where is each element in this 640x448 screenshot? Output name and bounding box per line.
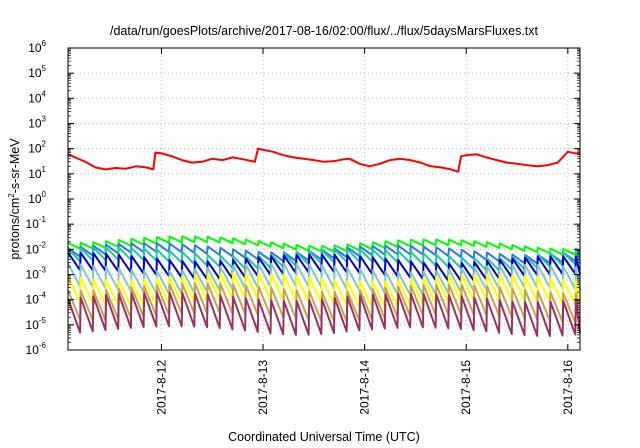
y-tick-label: 101 — [28, 165, 46, 181]
y-tick-label: 10-6 — [26, 341, 47, 357]
series-layer — [67, 147, 581, 337]
series-line-0 — [67, 147, 581, 173]
y-tick-label: 10-2 — [26, 240, 47, 256]
x-tick-label: 2017-8-13 — [256, 360, 270, 415]
y-tick-label: 104 — [28, 89, 46, 105]
y-tick-label: 10-5 — [26, 316, 47, 332]
y-tick-label: 10-4 — [26, 291, 47, 307]
series-line-1 — [67, 235, 581, 256]
x-tick-label: 2017-8-16 — [561, 360, 575, 415]
y-tick-label: 106 — [28, 39, 46, 55]
y-axis-title: protons/cm2-s-sr-MeV — [7, 138, 22, 260]
x-tick-label: 2017-8-14 — [358, 360, 372, 415]
x-axis-title: Coordinated Universal Time (UTC) — [228, 430, 420, 444]
grid — [68, 48, 580, 350]
y-tick-label: 100 — [28, 190, 46, 206]
y-tick-label: 105 — [28, 64, 46, 80]
series-line-8 — [67, 291, 581, 337]
y-tick-label: 103 — [28, 115, 46, 131]
y-tick-label: 10-1 — [26, 215, 47, 231]
x-tick-label: 2017-8-15 — [459, 360, 473, 415]
y-tick-label: 102 — [28, 140, 46, 156]
x-tick-label: 2017-8-12 — [154, 360, 168, 415]
chart-title: /data/run/goesPlots/archive/2017-08-16/0… — [110, 24, 539, 38]
axes: 106 105 104 103 102 101 100 10-1 10-2 10-3 10-4 10-… — [26, 39, 580, 415]
y-tick-label: 10-3 — [26, 266, 47, 282]
